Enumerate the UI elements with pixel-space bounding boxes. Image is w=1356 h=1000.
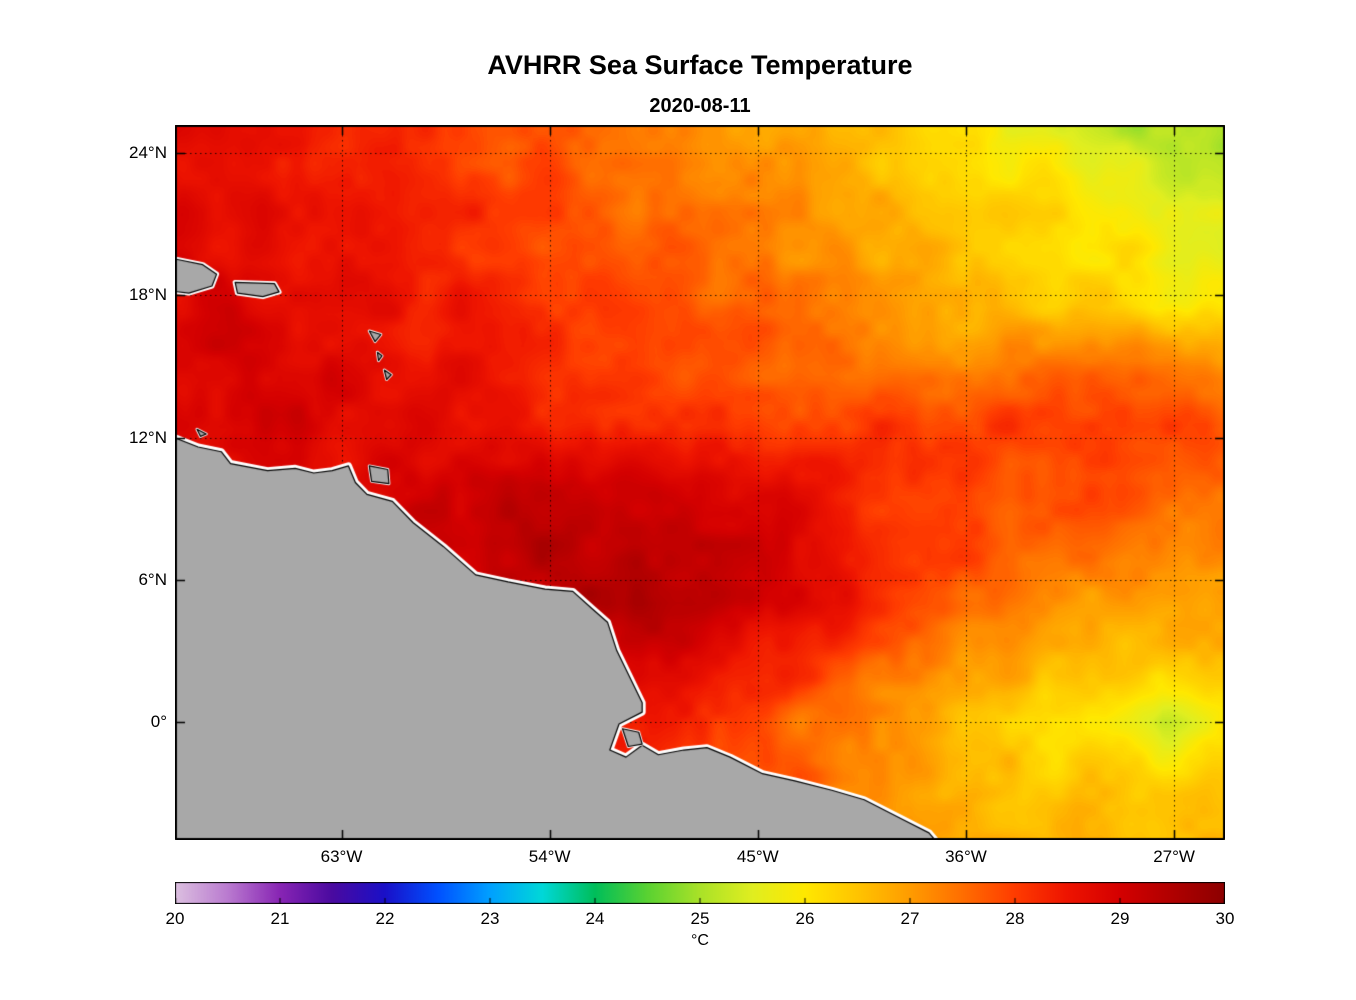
- lat-tick-label: 18°N: [129, 285, 167, 305]
- colorbar-tick-label: 20: [165, 909, 185, 928]
- colorbar-tick-label: 22: [375, 909, 395, 928]
- colorbar-tick-label: 28: [1005, 909, 1025, 928]
- colorbar-tick-label: 25: [690, 909, 710, 928]
- sst-map-canvas: [175, 125, 1225, 840]
- colorbar-tick-label: 27: [900, 909, 920, 928]
- colorbar: [175, 882, 1225, 904]
- lat-tick-label: 24°N: [129, 143, 167, 163]
- colorbar-tick-label: 29: [1110, 909, 1130, 928]
- lon-tick-label: 54°W: [528, 847, 571, 866]
- lat-tick-label: 12°N: [129, 427, 167, 447]
- colorbar-unit-label: °C: [691, 932, 709, 949]
- colorbar-tick-label: 24: [585, 909, 605, 928]
- lon-tick-label: 45°W: [736, 847, 779, 866]
- colorbar-tick-label: 21: [270, 909, 290, 928]
- colorbar-tick-label: 26: [795, 909, 815, 928]
- lon-tick-label: 63°W: [320, 847, 363, 866]
- colorbar-tick-label: 23: [480, 909, 500, 928]
- lat-tick-label: 6°N: [138, 569, 167, 589]
- lat-tick-label: 0°: [150, 711, 167, 731]
- chart-title: AVHRR Sea Surface Temperature: [487, 50, 913, 80]
- lon-tick-label: 27°W: [1153, 847, 1195, 866]
- chart-subtitle: 2020-08-11: [649, 95, 751, 117]
- lon-tick-label: 36°W: [945, 847, 987, 866]
- colorbar-tick-label: 30: [1215, 909, 1235, 928]
